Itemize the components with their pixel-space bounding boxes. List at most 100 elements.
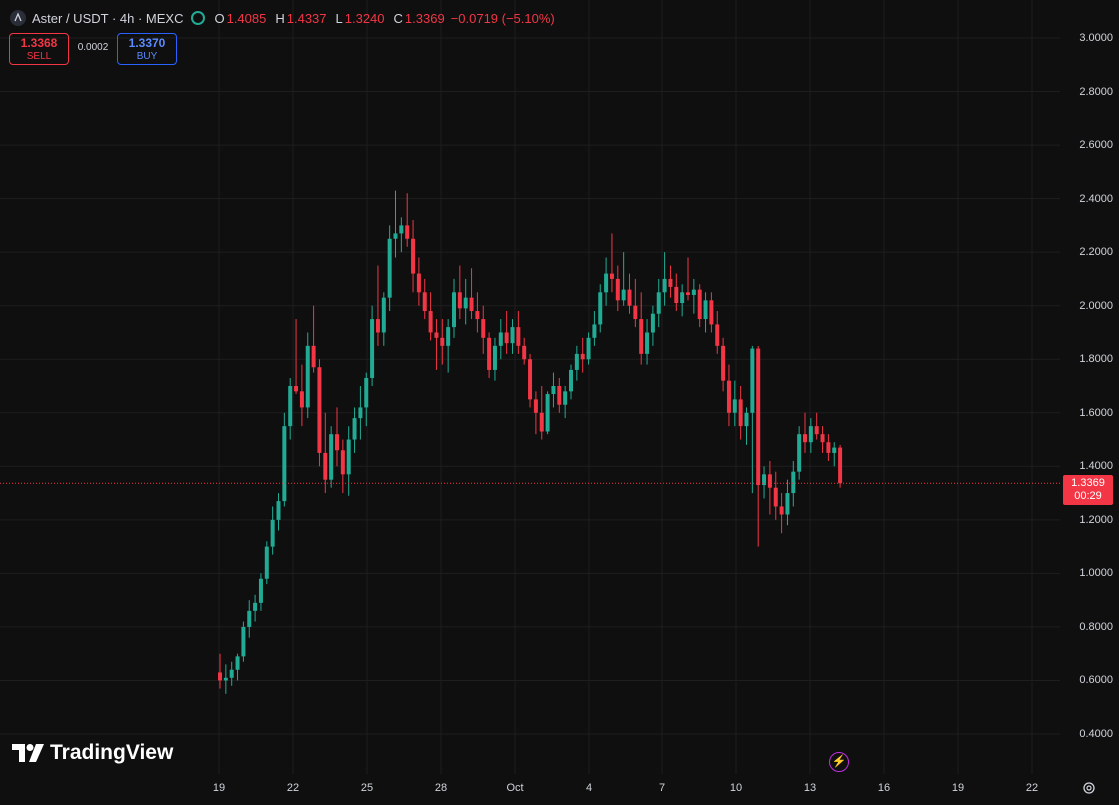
candle-body <box>615 278 620 301</box>
candle-body <box>662 278 667 293</box>
candle-body <box>375 319 380 333</box>
chart-pane[interactable] <box>0 0 1060 774</box>
candle-body <box>691 289 696 295</box>
buy-button[interactable]: 1.3370 BUY <box>117 33 177 65</box>
candle <box>440 319 445 365</box>
candle <box>803 412 807 453</box>
sell-button[interactable]: 1.3368 SELL <box>9 33 69 65</box>
candle <box>294 319 299 395</box>
candle-body <box>276 501 281 520</box>
candle <box>773 471 778 520</box>
candle <box>510 319 515 354</box>
candle-body <box>299 391 304 408</box>
candle-body <box>528 359 533 400</box>
candle-body <box>340 450 345 475</box>
price-tick-label: 2.8000 <box>1079 85 1113 98</box>
candle <box>241 621 246 662</box>
candlestick-chart[interactable] <box>0 0 1060 774</box>
candle <box>715 311 720 354</box>
price-axis[interactable]: 3.0000 2.8000 2.6000 2.4000 2.2000 2.0000 1.80… <box>1060 0 1119 774</box>
candle-body <box>791 471 796 494</box>
candle-body <box>399 225 404 234</box>
candle <box>709 292 714 333</box>
candle-body <box>416 273 421 293</box>
low-label: L <box>335 10 343 26</box>
candle <box>282 412 287 507</box>
candle-body <box>686 292 690 295</box>
candle <box>411 220 416 293</box>
time-tick-label: 25 <box>360 782 374 794</box>
candle <box>528 353 533 408</box>
candle-body <box>498 332 503 346</box>
candle <box>633 278 638 328</box>
candle-body <box>680 292 685 304</box>
candle <box>785 479 790 526</box>
price-tick-label: 0.6000 <box>1079 674 1113 687</box>
candle-body <box>762 474 767 486</box>
candle <box>270 506 275 555</box>
price-tick-label: 1.4000 <box>1079 460 1113 473</box>
candle-body <box>247 610 252 627</box>
candle <box>399 217 404 253</box>
candle <box>604 257 609 306</box>
candle-body <box>750 348 755 413</box>
buy-price: 1.3370 <box>128 36 166 50</box>
candle <box>229 661 234 686</box>
candle-body <box>405 225 410 239</box>
tradingview-logo[interactable]: TradingView <box>12 741 173 765</box>
candle <box>329 426 334 488</box>
candle <box>358 386 363 440</box>
time-axis[interactable]: 19 22 25 28 Oct 4 7 10 13 16 19 22 <box>0 774 1060 805</box>
candle <box>340 439 345 494</box>
candle <box>838 444 843 488</box>
candle-body <box>516 327 521 346</box>
candle <box>504 311 509 354</box>
candle <box>650 305 655 346</box>
candle-body <box>803 434 807 443</box>
candle <box>492 337 497 381</box>
candle-body <box>715 324 720 346</box>
candle-body <box>674 286 679 304</box>
close-value: 1.3369 <box>404 10 445 26</box>
candle <box>276 493 281 531</box>
candle <box>522 337 527 365</box>
candle-body <box>569 369 573 392</box>
time-tick-label: 16 <box>877 782 891 794</box>
candle <box>762 466 767 499</box>
candle <box>580 337 585 373</box>
candle-body <box>767 474 772 488</box>
candle <box>615 265 620 312</box>
candle-body <box>814 426 819 435</box>
candle-body <box>463 297 468 309</box>
candle-body <box>721 345 726 381</box>
candle <box>738 386 743 440</box>
tradingview-logo-icon <box>12 744 44 762</box>
candle <box>452 278 456 338</box>
candle-body <box>504 332 509 344</box>
candle-body <box>668 278 673 287</box>
candle-body <box>393 233 398 239</box>
candle <box>469 268 474 320</box>
price-tick-label: 1.6000 <box>1079 406 1113 419</box>
candle <box>820 426 825 453</box>
sell-price: 1.3368 <box>20 36 58 50</box>
price-tick-label: 1.0000 <box>1079 567 1113 580</box>
candle-body <box>586 337 591 360</box>
time-tick-label: 7 <box>658 782 666 794</box>
candle <box>750 345 755 494</box>
lightning-icon[interactable]: ⚡ <box>829 752 849 772</box>
candle <box>721 337 726 392</box>
symbol-title[interactable]: Aster / USDT · 4h · MEXC <box>32 10 184 26</box>
gear-icon[interactable] <box>1082 781 1096 795</box>
candle-body <box>294 386 299 392</box>
time-tick-label: 22 <box>286 782 300 794</box>
market-status-icon[interactable] <box>191 11 206 25</box>
candle-body <box>235 656 240 670</box>
candle-body <box>452 292 456 328</box>
candle <box>422 278 427 320</box>
candle-body <box>229 669 234 678</box>
price-tick-label: 2.0000 <box>1079 299 1113 312</box>
candle <box>416 257 421 306</box>
candle-body <box>756 348 761 486</box>
